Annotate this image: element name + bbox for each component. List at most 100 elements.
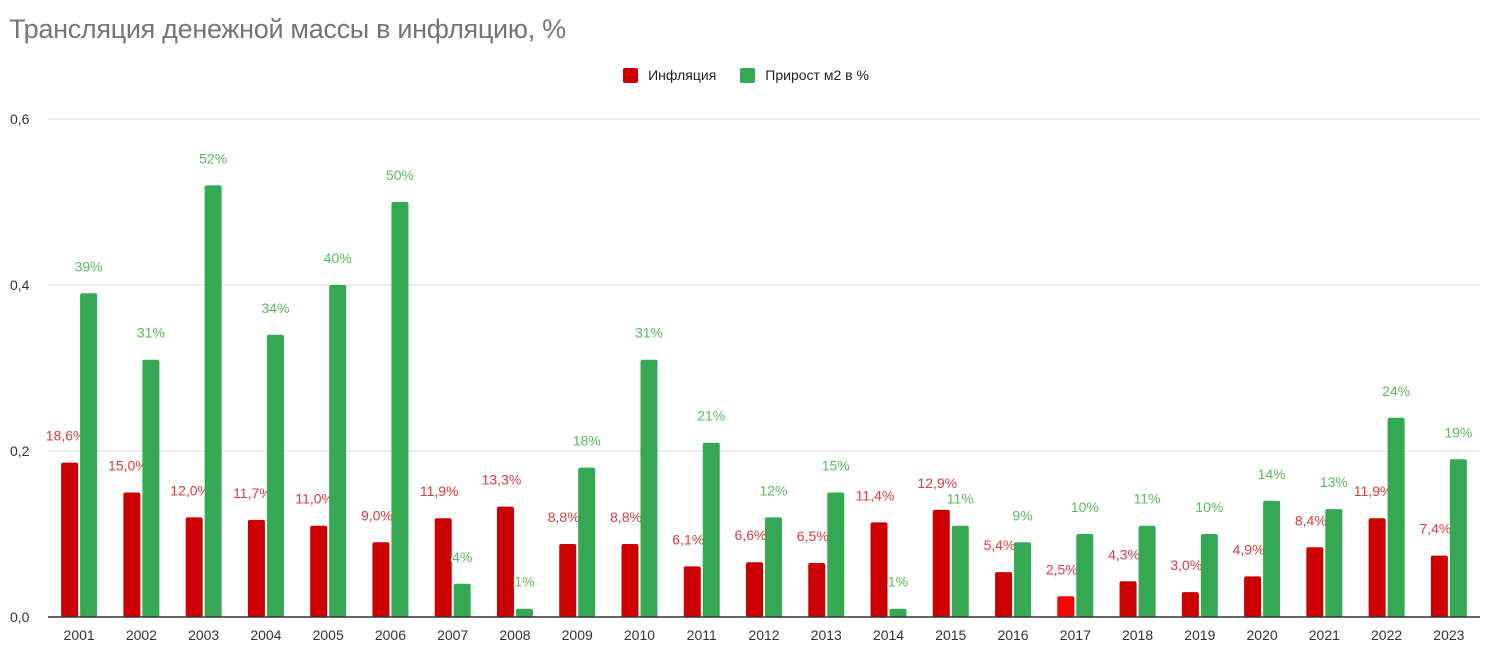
bar-inflation[interactable] bbox=[1119, 581, 1137, 617]
bar-inflation[interactable] bbox=[434, 518, 452, 617]
data-label-inflation: 6,6% bbox=[735, 527, 767, 543]
data-label-m2-growth: 4% bbox=[452, 549, 472, 565]
data-label-inflation: 8,8% bbox=[548, 509, 580, 525]
bar-inflation[interactable] bbox=[372, 542, 390, 617]
bar-m2-growth[interactable] bbox=[204, 185, 222, 617]
bar-m2-growth[interactable] bbox=[1138, 525, 1156, 617]
data-label-inflation: 13,3% bbox=[482, 472, 522, 488]
bar-m2-growth[interactable] bbox=[1076, 534, 1094, 617]
bar-inflation[interactable] bbox=[995, 572, 1013, 617]
data-label-m2-growth: 14% bbox=[1258, 466, 1286, 482]
bar-inflation[interactable] bbox=[559, 543, 577, 617]
data-label-m2-growth: 40% bbox=[324, 250, 352, 266]
x-tick-label: 2006 bbox=[375, 627, 406, 643]
data-label-m2-growth: 24% bbox=[1382, 383, 1410, 399]
bar-m2-growth[interactable] bbox=[1325, 509, 1343, 617]
bar-inflation[interactable] bbox=[310, 525, 328, 617]
data-label-m2-growth: 1% bbox=[888, 574, 908, 590]
bar-inflation[interactable] bbox=[1430, 555, 1448, 617]
y-tick-label: 0,2 bbox=[10, 443, 30, 459]
data-label-inflation: 7,4% bbox=[1419, 521, 1451, 537]
data-label-inflation: 8,4% bbox=[1295, 512, 1327, 528]
data-label-inflation: 12,9% bbox=[917, 475, 957, 491]
x-tick-label: 2011 bbox=[687, 627, 717, 643]
data-label-inflation: 4,9% bbox=[1233, 541, 1265, 557]
bar-m2-growth[interactable] bbox=[702, 442, 720, 617]
x-tick-label: 2012 bbox=[748, 627, 779, 643]
bar-inflation[interactable] bbox=[932, 509, 950, 617]
bar-inflation[interactable] bbox=[1244, 576, 1262, 617]
legend-label-m2-growth: Прирост м2 в % bbox=[765, 67, 869, 83]
x-tick-label: 2017 bbox=[1060, 627, 1091, 643]
bar-m2-growth[interactable] bbox=[80, 293, 98, 617]
x-tick-label: 2010 bbox=[624, 627, 655, 643]
bar-m2-growth[interactable] bbox=[266, 334, 284, 617]
bar-m2-growth[interactable] bbox=[515, 608, 533, 617]
bar-inflation[interactable] bbox=[1306, 547, 1324, 617]
data-label-inflation: 15,0% bbox=[108, 458, 148, 474]
x-tick-label: 2009 bbox=[562, 627, 593, 643]
bar-inflation[interactable] bbox=[185, 517, 203, 617]
bar-m2-growth[interactable] bbox=[889, 608, 907, 617]
bar-inflation[interactable] bbox=[870, 522, 888, 617]
y-tick-label: 0,4 bbox=[10, 277, 30, 293]
data-label-inflation: 11,4% bbox=[856, 487, 895, 503]
legend-label-inflation: Инфляция bbox=[648, 67, 717, 83]
data-label-m2-growth: 1% bbox=[514, 574, 534, 590]
data-label-m2-growth: 12% bbox=[759, 482, 787, 498]
bar-inflation[interactable] bbox=[621, 543, 639, 617]
bar-inflation[interactable] bbox=[1057, 596, 1075, 617]
data-label-inflation: 11,9% bbox=[420, 483, 459, 499]
bar-inflation[interactable] bbox=[1368, 518, 1386, 617]
data-label-m2-growth: 52% bbox=[199, 150, 227, 166]
data-label-m2-growth: 50% bbox=[386, 167, 414, 183]
bar-m2-growth[interactable] bbox=[1387, 417, 1405, 617]
bar-inflation[interactable] bbox=[683, 566, 701, 617]
legend-item-inflation[interactable]: Инфляция bbox=[623, 67, 716, 83]
bar-m2-growth[interactable] bbox=[1014, 542, 1032, 617]
x-tick-label: 2008 bbox=[499, 627, 530, 643]
x-tick-label: 2020 bbox=[1247, 627, 1278, 643]
bar-inflation[interactable] bbox=[123, 492, 141, 618]
bar-m2-growth[interactable] bbox=[1263, 500, 1281, 617]
data-label-m2-growth: 11% bbox=[947, 491, 974, 507]
legend-item-m2-growth[interactable]: Прирост м2 в % bbox=[740, 67, 869, 83]
bar-m2-growth[interactable] bbox=[142, 359, 160, 617]
bar-inflation[interactable] bbox=[808, 563, 826, 617]
bar-inflation[interactable] bbox=[247, 519, 265, 617]
data-label-inflation: 11,9% bbox=[1354, 483, 1393, 499]
data-label-m2-growth: 18% bbox=[573, 433, 601, 449]
x-tick-label: 2013 bbox=[811, 627, 842, 643]
data-label-m2-growth: 31% bbox=[635, 325, 663, 341]
data-label-inflation: 18,6% bbox=[46, 428, 86, 444]
x-tick-label: 2023 bbox=[1433, 627, 1464, 643]
data-label-m2-growth: 10% bbox=[1195, 499, 1223, 515]
y-tick-label: 0,0 bbox=[10, 609, 30, 625]
legend: Инфляция Прирост м2 в % bbox=[0, 67, 1492, 83]
data-label-inflation: 2,5% bbox=[1046, 561, 1078, 577]
bar-m2-growth[interactable] bbox=[827, 492, 845, 618]
data-label-m2-growth: 11% bbox=[1134, 491, 1161, 507]
bar-inflation[interactable] bbox=[61, 462, 79, 617]
data-label-m2-growth: 39% bbox=[75, 258, 103, 274]
bar-m2-growth[interactable] bbox=[1200, 534, 1218, 617]
bar-inflation[interactable] bbox=[1181, 592, 1199, 617]
bar-m2-growth[interactable] bbox=[453, 583, 471, 617]
data-label-inflation: 12,0% bbox=[170, 482, 210, 498]
data-label-inflation: 11,0% bbox=[295, 491, 334, 507]
legend-swatch-inflation bbox=[623, 67, 639, 83]
data-label-m2-growth: 10% bbox=[1071, 499, 1099, 515]
bar-inflation[interactable] bbox=[496, 506, 514, 617]
bar-m2-growth[interactable] bbox=[1449, 459, 1467, 617]
x-tick-label: 2015 bbox=[935, 627, 966, 643]
data-label-m2-growth: 9% bbox=[1012, 507, 1032, 523]
data-label-m2-growth: 31% bbox=[137, 325, 165, 341]
bar-inflation[interactable] bbox=[746, 562, 763, 617]
bar-m2-growth[interactable] bbox=[578, 467, 596, 617]
bar-m2-growth[interactable] bbox=[391, 202, 409, 617]
bar-m2-growth[interactable] bbox=[329, 285, 347, 617]
x-tick-label: 2016 bbox=[997, 627, 1028, 643]
bar-m2-growth[interactable] bbox=[951, 525, 969, 617]
bar-m2-growth[interactable] bbox=[640, 359, 658, 617]
bar-m2-growth[interactable] bbox=[765, 517, 782, 617]
